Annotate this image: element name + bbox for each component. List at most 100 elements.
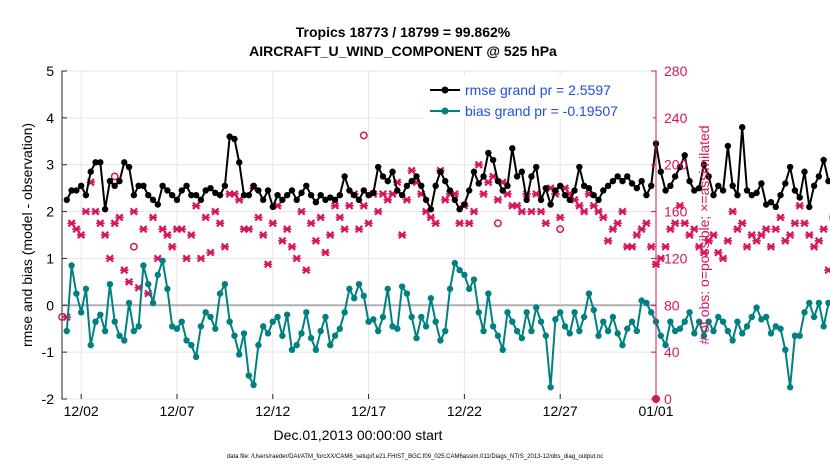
obs-assimilated-point-53 bbox=[316, 213, 325, 222]
obs-assimilated-point-65 bbox=[373, 207, 383, 216]
rmse-point-115 bbox=[614, 173, 621, 180]
rmse-point-88 bbox=[485, 149, 492, 157]
obs-assimilated-point-6 bbox=[91, 207, 100, 216]
rmse-point-17 bbox=[145, 191, 152, 199]
x-tick-label-3: 12/17 bbox=[351, 403, 386, 419]
rmse-point-149 bbox=[777, 191, 784, 199]
rmse-point-40 bbox=[255, 187, 262, 194]
obs-assimilated-point-115 bbox=[613, 219, 622, 228]
obs-assimilated-point-125 bbox=[661, 242, 670, 251]
bias-point-43 bbox=[269, 318, 276, 325]
rmse-point-12 bbox=[121, 159, 128, 166]
bias-point-157 bbox=[815, 299, 823, 307]
rmse-point-19 bbox=[154, 201, 162, 208]
rmse-point-45 bbox=[279, 196, 286, 204]
bias-point-159 bbox=[825, 299, 830, 307]
obs-assimilated-point-128 bbox=[675, 201, 685, 210]
bias-point-35 bbox=[231, 332, 238, 339]
rmse-line bbox=[65, 127, 830, 213]
rmse-point-156 bbox=[810, 182, 818, 189]
rmse-point-110 bbox=[590, 191, 597, 199]
rmse-point-53 bbox=[317, 191, 324, 199]
rmse-point-63 bbox=[365, 191, 372, 199]
bias-point-137 bbox=[719, 318, 727, 325]
rmse-point-99 bbox=[537, 196, 545, 204]
y-right-tick-label-1: 40 bbox=[664, 344, 680, 360]
rmse-point-49 bbox=[298, 189, 305, 197]
bias-point-60 bbox=[351, 295, 358, 302]
bias-point-156 bbox=[810, 313, 818, 321]
bias-point-31 bbox=[212, 325, 219, 332]
rmse-point-147 bbox=[767, 199, 775, 206]
obs-assimilated-point-1 bbox=[67, 219, 76, 228]
bias-point-99 bbox=[537, 318, 545, 325]
rmse-point-22 bbox=[168, 191, 176, 199]
obs-assimilated-point-127 bbox=[670, 219, 680, 228]
bias-point-3 bbox=[77, 309, 85, 316]
bias-point-61 bbox=[355, 281, 363, 288]
rmse-point-116 bbox=[619, 177, 626, 185]
rmse-point-43 bbox=[269, 203, 276, 211]
rmse-point-140 bbox=[734, 191, 741, 199]
bias-point-74 bbox=[418, 313, 425, 321]
bias-point-155 bbox=[806, 299, 813, 307]
bias-point-10 bbox=[111, 318, 118, 325]
bias-point-151 bbox=[786, 384, 794, 391]
obs-assimilated-point-71 bbox=[402, 195, 412, 204]
rmse-point-103 bbox=[556, 182, 564, 189]
obs-possible-point-1 bbox=[110, 172, 119, 181]
obs-assimilated-point-154 bbox=[800, 219, 809, 228]
rmse-point-38 bbox=[245, 191, 253, 199]
bias-point-98 bbox=[533, 304, 540, 311]
rmse-point-39 bbox=[250, 182, 257, 189]
rmse-point-135 bbox=[710, 191, 717, 199]
bias-point-42 bbox=[264, 330, 272, 337]
bias-point-1 bbox=[68, 262, 75, 269]
rmse-point-81 bbox=[451, 196, 459, 204]
y-left-tick-label-6: 4 bbox=[46, 110, 54, 126]
bias-point-101 bbox=[547, 384, 554, 391]
rmse-point-11 bbox=[116, 177, 123, 185]
obs-assimilated-point-153 bbox=[795, 201, 804, 210]
rmse-point-130 bbox=[686, 177, 693, 185]
bias-point-46 bbox=[283, 311, 291, 318]
obs-assimilated-point-137 bbox=[718, 254, 728, 263]
bias-point-36 bbox=[236, 351, 243, 358]
rmse-point-86 bbox=[475, 180, 482, 187]
rmse-point-14 bbox=[130, 191, 138, 199]
bias-point-108 bbox=[580, 313, 588, 321]
y-right-tick-label-6: 240 bbox=[664, 110, 688, 126]
rmse-point-127 bbox=[671, 173, 679, 180]
bias-point-24 bbox=[178, 318, 185, 325]
bias-point-63 bbox=[365, 318, 372, 325]
obs-assimilated-point-159 bbox=[824, 266, 830, 275]
rmse-point-104 bbox=[561, 191, 569, 199]
obs-assimilated-point-90 bbox=[493, 195, 503, 204]
obs-assimilated-point-76 bbox=[426, 213, 436, 222]
rmse-point-33 bbox=[221, 182, 229, 189]
rmse-point-8 bbox=[101, 206, 109, 213]
bias-point-100 bbox=[542, 332, 550, 339]
rmse-point-148 bbox=[772, 203, 779, 211]
rmse-point-58 bbox=[341, 173, 348, 180]
obs-assimilated-point-129 bbox=[680, 219, 689, 228]
rmse-point-57 bbox=[336, 191, 344, 199]
bias-point-45 bbox=[279, 332, 286, 339]
obs-assimilated-point-66 bbox=[378, 190, 388, 198]
rmse-point-59 bbox=[346, 187, 353, 194]
bias-point-140 bbox=[734, 318, 741, 325]
obs-possible-point-5 bbox=[556, 225, 565, 234]
bias-point-103 bbox=[556, 309, 564, 316]
obs-assimilated-point-63 bbox=[364, 219, 373, 228]
bias-point-122 bbox=[648, 309, 655, 316]
bias-point-34 bbox=[226, 318, 233, 325]
bias-point-62 bbox=[360, 292, 367, 300]
bias-point-78 bbox=[437, 337, 444, 344]
rmse-point-129 bbox=[681, 152, 688, 159]
y-left-axis-label: rmse and bias (model - observation) bbox=[19, 123, 35, 347]
obs-assimilated-point-111 bbox=[594, 207, 603, 216]
bias-point-105 bbox=[566, 330, 573, 337]
bias-point-135 bbox=[710, 327, 717, 335]
rmse-point-146 bbox=[762, 201, 770, 208]
rmse-point-142 bbox=[743, 187, 751, 194]
